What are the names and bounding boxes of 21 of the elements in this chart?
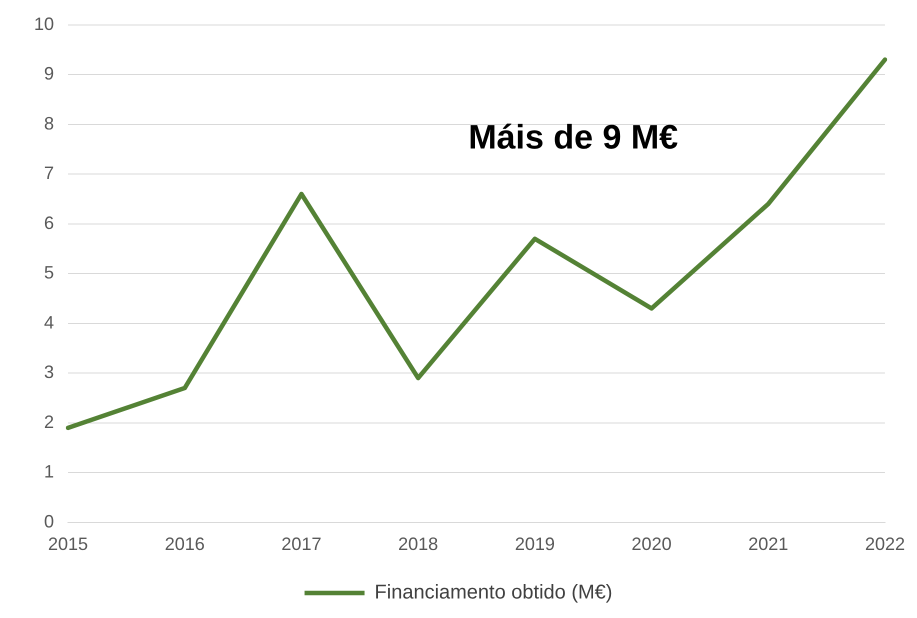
x-tick-label: 2022 xyxy=(864,534,905,554)
y-tick-label: 3 xyxy=(44,362,54,382)
y-tick-label: 9 xyxy=(44,64,54,84)
y-tick-label: 0 xyxy=(44,511,54,532)
y-tick-label: 1 xyxy=(44,462,54,482)
x-tick-label: 2020 xyxy=(632,534,672,554)
y-tick-label: 8 xyxy=(44,113,54,134)
y-tick-label: 2 xyxy=(44,412,54,432)
y-tick-label: 6 xyxy=(44,212,54,233)
x-tick-label: 2021 xyxy=(748,534,788,554)
x-tick-label: 2017 xyxy=(281,534,322,554)
annotation: Máis de 9 M€ xyxy=(468,118,678,157)
x-tick-label: 2019 xyxy=(514,534,555,554)
y-tick-label: 10 xyxy=(34,14,54,34)
x-tick-label: 2015 xyxy=(48,534,88,554)
y-tick-label: 4 xyxy=(44,312,54,332)
x-tick-label: 2018 xyxy=(398,534,438,554)
y-tick-label: 7 xyxy=(44,163,54,184)
y-tick-label: 5 xyxy=(44,262,54,283)
legend-label: Financiamento obtido (M€) xyxy=(374,582,612,604)
x-tick-label: 2016 xyxy=(164,534,205,554)
